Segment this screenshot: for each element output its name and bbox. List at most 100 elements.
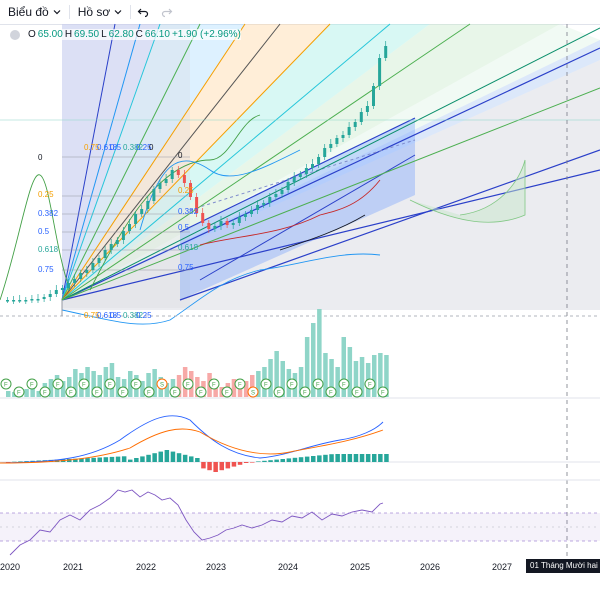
low-value: 62.80: [108, 29, 134, 40]
event-marker-label: F: [329, 391, 333, 397]
volume-bar: [372, 355, 377, 397]
macd-histogram-bar: [24, 461, 29, 462]
event-marker-icon: [26, 378, 38, 390]
fib-level-label: 0.75: [84, 143, 100, 152]
event-marker-icon: [208, 378, 220, 390]
macd-histogram-bar: [286, 458, 292, 462]
event-marker-icon: [65, 386, 77, 398]
fib-level-label: 0.5: [110, 143, 122, 152]
event-marker-label: F: [355, 391, 359, 397]
candle-body: [378, 58, 382, 86]
macd-histogram-bar: [115, 456, 121, 462]
candle-body: [243, 214, 247, 217]
event-marker-label: F: [290, 383, 294, 389]
event-marker-icon: [52, 378, 64, 390]
macd-histogram-bar: [109, 456, 115, 462]
macd-histogram-bar: [176, 453, 182, 462]
fib-level-label: 0.25: [178, 186, 194, 195]
candle-body: [18, 300, 22, 302]
candle-body: [225, 221, 229, 225]
candle-body: [103, 250, 107, 258]
candle-body: [250, 210, 253, 214]
candle-body: [36, 299, 40, 301]
close-label: C: [135, 29, 143, 40]
macd-histogram-bar: [30, 460, 35, 462]
volume-bar: [335, 367, 340, 397]
fib-level-label: 0.382: [123, 311, 144, 320]
volume-bar: [176, 375, 182, 397]
event-marker-label: F: [264, 383, 268, 389]
candle-body: [54, 290, 58, 294]
event-marker-icon: [78, 378, 90, 390]
macd-histogram-bar: [6, 462, 11, 463]
x-tick: 2026: [420, 562, 441, 572]
event-marker-icon: [299, 386, 311, 398]
volume-bar: [140, 381, 145, 397]
macd-histogram-bar: [298, 457, 304, 462]
volume-bar: [274, 351, 279, 397]
candle-body: [176, 170, 180, 175]
candle-body: [170, 170, 174, 179]
fib-level-label: 0: [178, 151, 183, 160]
fib-level-label: 0.5: [38, 227, 50, 236]
event-marker-icon: [0, 378, 12, 390]
event-marker-label: F: [43, 391, 47, 397]
candle-body: [140, 209, 144, 214]
high-value: 69.50: [74, 29, 100, 40]
event-marker-label: F: [342, 383, 346, 389]
macd-histogram-bar: [237, 462, 243, 465]
volume-bar: [341, 337, 346, 397]
x-tick: 2023: [206, 562, 227, 572]
macd-histogram-bar: [103, 457, 109, 462]
time-axis[interactable]: 2020 2021 2022 2023 2024 2025 2026 2027: [0, 558, 600, 600]
event-marker-icon: [338, 378, 350, 390]
candle-body: [317, 157, 321, 164]
event-marker-label: F: [30, 383, 34, 389]
macd-histogram-bar: [201, 462, 206, 469]
candle-body: [73, 279, 77, 283]
event-marker-label: F: [4, 383, 8, 389]
macd-histogram-bar: [213, 462, 218, 472]
candle-body: [359, 112, 363, 122]
macd-histogram-bar: [335, 454, 340, 462]
high-label: H: [64, 29, 73, 40]
undo-icon[interactable]: [131, 0, 155, 24]
collapse-legend-icon[interactable]: [10, 29, 20, 40]
macd-histogram-bar: [219, 462, 224, 471]
event-marker-icon: [260, 378, 272, 390]
fib-level-label: 0.75: [84, 311, 100, 320]
candle-body: [341, 135, 345, 138]
fib-level-label: 0: [149, 143, 154, 152]
candle-body: [237, 217, 241, 223]
crosshair-date-label: 01 Tháng Mười hai '2: [526, 559, 600, 573]
event-marker-label: F: [17, 391, 21, 397]
ohlc-legend: O 65.00 H 69.50 L 62.80 C 66.10 +1.90 (+2.96…: [10, 29, 241, 40]
event-marker-icon: [143, 386, 155, 398]
volume-bar: [146, 373, 151, 397]
redo-icon[interactable]: [155, 0, 179, 24]
volume-bar: [298, 367, 304, 397]
macd-histogram-bar: [365, 454, 371, 462]
chart-menu[interactable]: Biểu đồ: [0, 0, 69, 24]
macd-histogram-bar: [134, 458, 139, 462]
candle-body: [213, 226, 217, 229]
volume-bar: [24, 389, 29, 397]
candle-body: [323, 148, 327, 157]
event-marker-icon: [13, 386, 25, 398]
candle-body: [152, 189, 156, 201]
event-marker-label: F: [147, 391, 151, 397]
candle-body: [268, 197, 272, 203]
macd-histogram-bar: [256, 461, 261, 462]
event-marker-icon: [351, 386, 363, 398]
candle-body: [329, 144, 333, 148]
candle-body: [146, 201, 150, 209]
macd-histogram-bar: [311, 456, 316, 462]
macd-histogram-bar: [262, 460, 267, 462]
macd-histogram-bar: [317, 455, 322, 462]
profile-menu[interactable]: Hồ sơ: [70, 0, 131, 24]
fib-level-label: 0.618: [97, 311, 118, 320]
candle-body: [353, 122, 357, 127]
candle-body: [347, 127, 351, 135]
event-marker-label: F: [82, 383, 86, 389]
